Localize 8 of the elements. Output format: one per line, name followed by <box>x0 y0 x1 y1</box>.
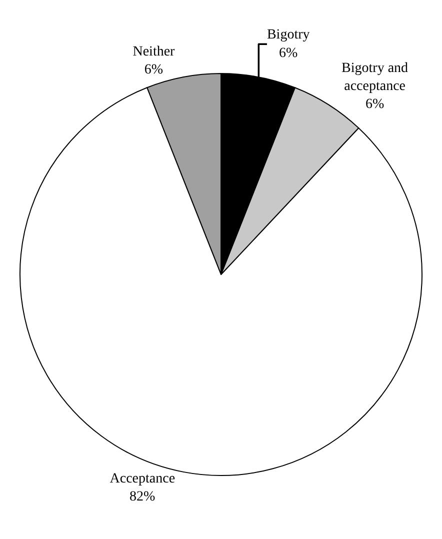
data-label: 6% <box>279 46 298 61</box>
slice-label: Bigotry <box>266 28 310 43</box>
slice-label: Bigotry and acceptance <box>342 60 408 94</box>
data-label: 82% <box>130 490 156 505</box>
slice-label: Acceptance <box>110 471 176 486</box>
data-label: 6% <box>144 62 164 78</box>
slice-label: Neither <box>132 44 176 60</box>
data-label: 6% <box>365 97 384 112</box>
